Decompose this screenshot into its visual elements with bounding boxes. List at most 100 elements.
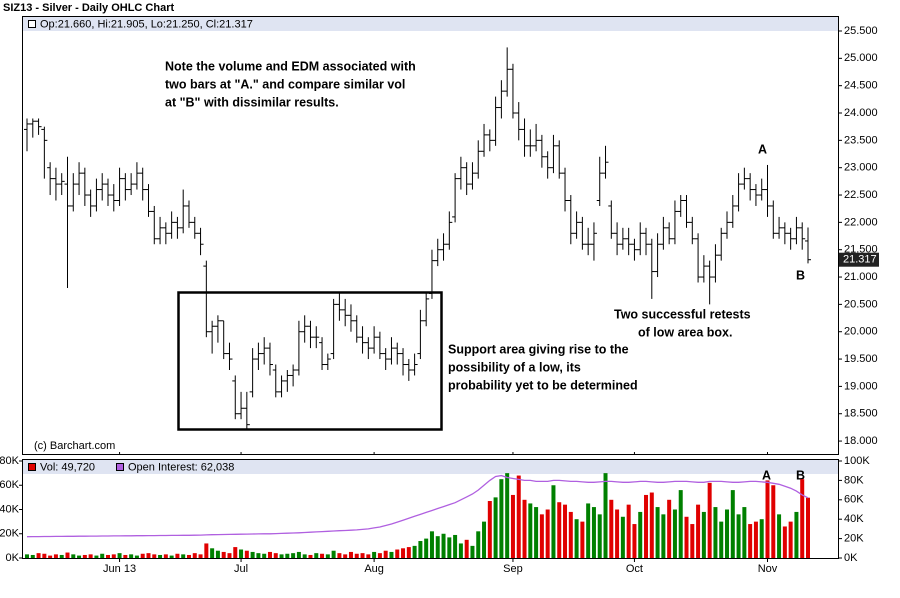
volume-bar — [105, 554, 110, 558]
volume-bar — [748, 524, 753, 558]
y-tick-label: 80K — [0, 455, 20, 467]
annotation: probability yet to be determined — [448, 378, 638, 392]
volume-bar — [30, 554, 35, 558]
volume-bar — [707, 482, 712, 558]
volume-bar — [250, 551, 255, 558]
volume-bar — [279, 554, 284, 558]
volume-bar — [661, 514, 666, 558]
volume-bar — [487, 501, 492, 558]
annotation: A — [758, 142, 767, 156]
y2-tick-label: 0K — [844, 552, 858, 564]
y-tick-label: 25.500 — [844, 25, 878, 37]
volume-bar — [603, 473, 608, 558]
volume-bar — [314, 553, 319, 558]
volume-bar — [181, 554, 186, 558]
legend-swatch — [28, 463, 36, 471]
volume-bar — [678, 490, 683, 558]
annotation: Note the volume and EDM associated with — [165, 59, 416, 73]
volume-bar — [765, 480, 770, 558]
volume-bar — [591, 507, 596, 558]
volume-bar — [82, 554, 87, 558]
legend-label: Vol: 49,720 — [40, 461, 95, 473]
y-tick-label: 22.500 — [844, 189, 878, 201]
volume-bar — [175, 553, 180, 558]
legend-swatch — [28, 20, 36, 28]
volume-bar — [777, 514, 782, 558]
volume-bar — [534, 507, 539, 558]
volume-bar — [227, 553, 232, 558]
price-legend: Op:21.660, Hi:21.905, Lo:21.250, Cl:21.3… — [40, 18, 253, 30]
volume-bar — [482, 521, 487, 558]
volume-bar — [464, 539, 469, 558]
legend-label: Open Interest: 62,038 — [128, 461, 234, 473]
volume-bar — [77, 555, 82, 558]
y-tick-label: 23.500 — [844, 134, 878, 146]
volume-bar — [152, 554, 157, 558]
volume-bar — [325, 554, 330, 558]
volume-bar — [215, 550, 220, 558]
volume-bar — [331, 550, 336, 558]
volume-bar — [262, 553, 267, 558]
x-tick-label: Jun 13 — [103, 563, 136, 575]
volume-bar — [713, 507, 718, 558]
y-tick-label: 20.500 — [844, 298, 878, 310]
volume-bar — [510, 494, 515, 558]
legend-swatch — [116, 463, 124, 471]
annotation: possibility of a low, its — [448, 360, 581, 374]
volume-bar — [615, 509, 620, 558]
volume-bar — [372, 551, 377, 558]
volume-bar — [198, 554, 203, 558]
annotation: at "B" with dissimilar results. — [165, 95, 339, 109]
volume-bar — [296, 551, 301, 558]
y2-tick-label: 80K — [844, 474, 864, 486]
volume-bar — [505, 473, 510, 558]
last-price-box — [839, 252, 879, 267]
volume-bar — [632, 524, 637, 558]
volume-bar — [383, 550, 388, 558]
volume-bar — [111, 554, 116, 558]
volume-bar — [476, 531, 481, 558]
y2-tick-label: 40K — [844, 513, 864, 525]
volume-bar — [557, 502, 562, 558]
volume-bar — [354, 553, 359, 558]
volume-bar — [701, 511, 706, 558]
volume-bar — [551, 485, 556, 558]
x-tick-label: Oct — [626, 563, 643, 575]
volume-bar — [563, 504, 568, 558]
y-tick-label: 19.500 — [844, 353, 878, 365]
volume-bar — [360, 553, 365, 558]
y-tick-label: 40K — [0, 503, 20, 515]
y-tick-label: 0K — [6, 552, 20, 564]
volume-bar — [435, 536, 440, 558]
annotation: of low area box. — [638, 325, 732, 339]
volume-legend-strip — [23, 460, 838, 474]
volume-bar — [516, 475, 521, 558]
volume-bar — [192, 553, 197, 558]
volume-bar — [788, 521, 793, 558]
y-tick-label: 20.000 — [844, 326, 878, 338]
volume-bar — [736, 514, 741, 558]
volume-bar — [233, 547, 238, 558]
x-tick-label: Jul — [234, 563, 248, 575]
y-tick-label: 21.000 — [844, 271, 878, 283]
y2-tick-label: 100K — [844, 455, 870, 467]
volume-bar — [210, 548, 215, 558]
y-tick-label: 21.500 — [844, 244, 878, 256]
volume-bar — [337, 553, 342, 558]
y-tick-label: 23.000 — [844, 162, 878, 174]
support-box — [177, 291, 443, 431]
volume-bar — [59, 554, 64, 558]
oi-line — [26, 474, 809, 538]
volume-bar — [638, 511, 643, 558]
volume-bar — [458, 543, 463, 558]
volume-bar — [528, 503, 533, 558]
volume-bar — [140, 553, 145, 558]
volume-bar — [65, 552, 70, 558]
volume-bar — [163, 554, 168, 558]
volume-bar — [285, 553, 290, 558]
volume-bar — [499, 479, 504, 558]
volume-bar — [48, 555, 53, 558]
volume-bar — [644, 494, 649, 558]
volume-bar — [580, 521, 585, 558]
volume-bar — [123, 554, 128, 558]
